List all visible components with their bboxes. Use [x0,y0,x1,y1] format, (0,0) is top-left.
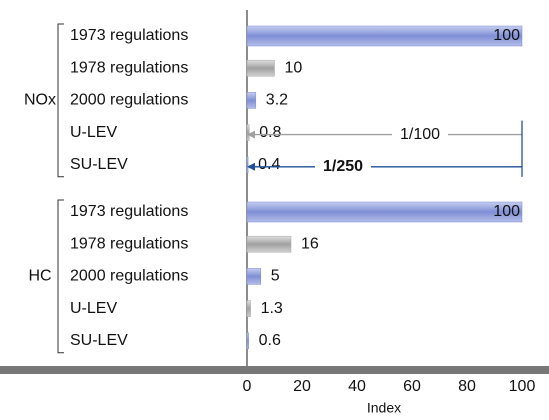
bar [246,268,261,285]
value-label: 100 [493,203,520,220]
group-label: NOx [24,92,56,109]
x-tick-label: 20 [293,378,311,395]
group-label: HC [28,268,51,285]
value-label: 1.3 [261,300,283,317]
value-label: 16 [301,235,319,252]
x-tick-label: 80 [458,378,476,395]
bar [246,92,257,109]
bar [246,300,251,317]
value-label: 5 [271,268,280,285]
category-label: U-LEV [70,124,117,141]
category-label: 1978 regulations [70,235,188,252]
bar [246,124,250,141]
category-label: 1973 regulations [70,27,188,44]
group-bracket [57,23,64,178]
annotation-label: 1/100 [400,126,440,143]
value-label: 10 [285,59,303,76]
bar [246,235,292,253]
annotation-label: 1/250 [323,158,363,175]
category-label: 2000 regulations [70,92,188,109]
value-label: 3.2 [266,92,288,109]
x-axis-label: Index [367,400,401,416]
category-label: U-LEV [70,300,117,317]
x-tick-label: 0 [243,378,252,395]
category-label: SU-LEV [70,332,128,349]
axis-band [0,366,549,374]
value-label: 0.8 [259,124,281,141]
x-tick-label: 100 [509,378,536,395]
arrow-head [247,130,255,139]
category-label: 2000 regulations [70,268,188,285]
x-tick-label: 40 [348,378,366,395]
bar [246,201,523,223]
value-label: 0.6 [259,332,281,349]
category-label: SU-LEV [70,156,128,173]
bar [246,332,249,350]
bar [246,156,249,174]
x-tick-label: 60 [403,378,421,395]
bar [246,59,275,77]
category-label: 1973 regulations [70,203,188,220]
bar [246,25,523,47]
arrow-head [247,162,255,171]
value-label: 100 [493,27,520,44]
category-label: 1978 regulations [70,59,188,76]
group-bracket [57,199,64,354]
value-label: 0.4 [258,156,280,173]
